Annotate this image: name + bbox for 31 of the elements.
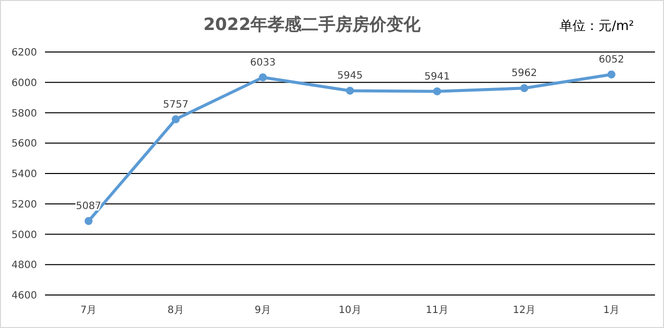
data-label: 5945 (337, 70, 363, 82)
text: 单位：元/m² (560, 19, 634, 34)
point (84, 217, 93, 226)
x-tick-label: 8月 (168, 305, 184, 316)
point (172, 115, 180, 124)
y-tick-label: 5800 (12, 108, 37, 120)
point (433, 87, 442, 96)
point (607, 70, 616, 78)
y-tick-label: 5000 (12, 230, 37, 241)
point (258, 73, 267, 82)
y-tick-label: 5200 (12, 199, 37, 210)
data-label: 5941 (424, 71, 450, 82)
y-tick-label: 4800 (12, 260, 37, 272)
data-label: 5757 (162, 99, 188, 110)
point (346, 86, 354, 95)
x-tick-label: 7月 (80, 305, 97, 316)
point (520, 84, 528, 92)
data-label: 6052 (598, 54, 624, 66)
y-tick-label: 5600 (12, 138, 37, 150)
y-tick-label: 6200 (12, 48, 37, 58)
x-tick-label: 1月 (603, 305, 620, 316)
x-tick-label: 9月 (254, 305, 272, 316)
data-label: 6033 (250, 57, 276, 68)
data-label: 5962 (512, 68, 538, 80)
y-tick-label: 4600 (12, 290, 37, 302)
chart-title: 2022年孝感二手房房价变化 (203, 15, 422, 35)
y-tick-label: 6000 (12, 78, 37, 89)
x-tick-label: 11月 (426, 305, 449, 316)
x-tick-label: 12月 (512, 305, 536, 316)
x-tick-label: 10月 (338, 305, 362, 316)
y-tick-label: 5400 (12, 169, 37, 180)
